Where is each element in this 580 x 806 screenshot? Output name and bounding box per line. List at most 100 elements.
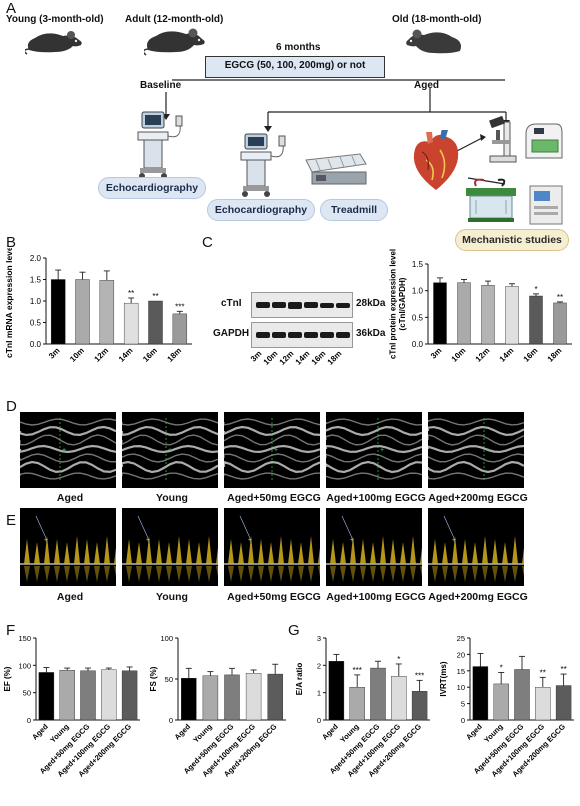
blot-band xyxy=(320,302,334,308)
y-tick-label: 100 xyxy=(18,661,31,670)
baseline-label: Baseline xyxy=(140,80,182,91)
y-tick-label: 0 xyxy=(27,716,31,725)
echo-caption: Aged+200mg EGCG xyxy=(428,591,528,603)
blot-lane-label: 14m xyxy=(294,349,312,367)
bar xyxy=(224,674,240,721)
bar xyxy=(148,300,163,345)
y-tick-label: 1.0 xyxy=(412,287,424,296)
blot-band xyxy=(336,302,350,308)
x-tick-label: 14m xyxy=(117,346,135,364)
y-axis-label: E/A ratio xyxy=(295,663,304,696)
microscope-icon xyxy=(489,116,517,163)
echocardiography-aged-label: Echocardiography xyxy=(207,199,315,221)
significance-mark: * xyxy=(500,663,503,672)
echo-caption: Aged+100mg EGCG xyxy=(326,591,426,603)
echo-caption: Aged+50mg EGCG xyxy=(227,591,321,603)
svg-text:+: + xyxy=(486,447,490,454)
x-tick-label: Aged xyxy=(30,722,50,742)
significance-mark: ** xyxy=(152,292,158,301)
blot-band xyxy=(272,302,286,308)
blot-band xyxy=(304,302,318,308)
blot-ctni-size: 28kDa xyxy=(356,298,386,309)
x-tick-label: 3m xyxy=(429,346,444,361)
x-tick-label: 10m xyxy=(450,346,468,364)
blot-band xyxy=(304,332,318,338)
bar xyxy=(349,687,365,721)
bar xyxy=(535,687,551,721)
blot-gapdh-size: 36kDa xyxy=(356,328,386,339)
significance-mark: * xyxy=(397,655,400,664)
ultrasound-machine-2-icon xyxy=(240,133,286,197)
svg-text:+: + xyxy=(62,447,66,454)
blot-ctni-label: cTnI xyxy=(221,298,242,309)
y-tick-label: 20 xyxy=(457,650,465,659)
bar xyxy=(245,673,262,721)
bar xyxy=(202,675,219,721)
bar xyxy=(370,667,386,721)
doppler-echo-image: + xyxy=(326,508,422,586)
plate-reader-icon xyxy=(529,185,563,225)
panel-label-a: A xyxy=(6,0,17,17)
bar xyxy=(514,669,530,721)
echo-caption: Aged xyxy=(56,492,84,504)
svg-text:+: + xyxy=(168,447,172,454)
y-tick-label: 150 xyxy=(18,634,31,643)
blot-band xyxy=(272,332,286,338)
y-tick-label: 0.5 xyxy=(30,319,42,328)
y-tick-label: 5 xyxy=(461,700,465,709)
bar xyxy=(391,676,407,721)
x-tick-label: 18m xyxy=(166,346,184,364)
heart-icon xyxy=(413,130,459,190)
blot-lane-label: 16m xyxy=(310,349,328,367)
y-tick-label: 100 xyxy=(160,634,173,643)
svg-text:+: + xyxy=(248,537,252,544)
y-axis-label: IVRT(ms) xyxy=(439,661,448,696)
y-tick-label: 1.5 xyxy=(30,276,42,285)
bar xyxy=(505,286,519,345)
blot-lane-label: 3m xyxy=(249,349,264,364)
significance-mark: *** xyxy=(415,671,424,680)
old-label: Old (18-month-old) xyxy=(392,14,482,25)
bar xyxy=(59,670,75,721)
bar xyxy=(411,691,428,721)
bar xyxy=(472,666,489,721)
panel-label-b: B xyxy=(6,234,17,251)
significance-mark: * xyxy=(534,285,537,294)
bar xyxy=(481,285,495,345)
svg-text:+: + xyxy=(146,537,150,544)
x-tick-label: 12m xyxy=(474,346,492,364)
svg-text:+: + xyxy=(380,447,384,454)
duration-label: 6 months xyxy=(276,42,321,53)
bar xyxy=(493,683,509,721)
y-tick-label: 1 xyxy=(317,689,321,698)
x-tick-label: Aged xyxy=(173,722,193,742)
panel-label-e: E xyxy=(6,512,17,529)
significance-mark: *** xyxy=(353,666,362,675)
doppler-echo-image: + xyxy=(224,508,320,586)
echo-caption: Young xyxy=(156,591,188,603)
bar xyxy=(529,295,543,345)
bar xyxy=(50,279,66,345)
blot-band xyxy=(336,332,350,338)
echo-caption: Aged xyxy=(56,591,84,603)
significance-mark: ** xyxy=(560,665,566,674)
blot-lane-label: 10m xyxy=(262,349,280,367)
y-tick-label: 50 xyxy=(23,689,31,698)
echo-caption: Young xyxy=(156,492,188,504)
panel-label-g: G xyxy=(288,622,300,639)
y-tick-label: 50 xyxy=(165,675,173,684)
y-tick-label: 2.0 xyxy=(30,254,42,263)
echocardiography-baseline-label: Echocardiography xyxy=(98,177,206,199)
mouse-young-icon xyxy=(25,31,82,55)
chart-cTnI-protein: 0.0 0.5 1.0 1.5 cTnI protein expression leve… xyxy=(388,249,572,364)
y-tick-label: 0 xyxy=(317,716,321,725)
panel-label-d: D xyxy=(6,398,17,415)
y-axis-label: cTnI protein expression level(cTnI/GAPDH… xyxy=(388,249,407,359)
pcr-machine-icon xyxy=(525,123,563,159)
y-tick-label: 0 xyxy=(461,716,465,725)
m-mode-echo-image: + xyxy=(20,412,116,488)
y-tick-label: 1.0 xyxy=(30,297,42,306)
